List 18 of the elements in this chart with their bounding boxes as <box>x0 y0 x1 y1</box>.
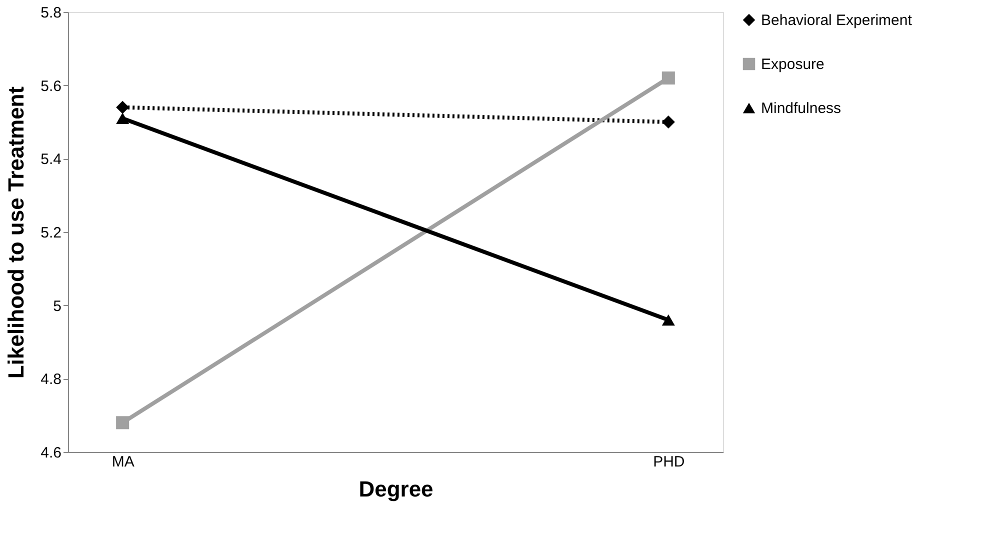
y-tick-label: 5.8 <box>40 4 62 22</box>
point <box>662 115 675 129</box>
y-tick-label: 4.8 <box>40 371 62 388</box>
legend-label: Mindfulness <box>761 100 842 117</box>
x-tick-label: PHD <box>653 454 685 470</box>
y-tick-label: 5.6 <box>40 78 62 95</box>
legend-label: Behavioral Experiment <box>761 12 913 29</box>
point <box>116 416 130 430</box>
y-tick-label: 4.6 <box>40 444 62 462</box>
y-tick-label: 5.2 <box>40 224 62 242</box>
point <box>662 71 675 85</box>
point <box>116 100 130 114</box>
y-axis-title: Likelihood to use Treatment <box>4 86 29 379</box>
legend-label: Exposure <box>761 56 824 73</box>
x-tick-label: MA <box>112 454 134 470</box>
y-tick-label: 5 <box>53 298 62 315</box>
y-tick-label: 5.4 <box>40 151 62 168</box>
x-axis-title: Degree <box>358 476 434 502</box>
